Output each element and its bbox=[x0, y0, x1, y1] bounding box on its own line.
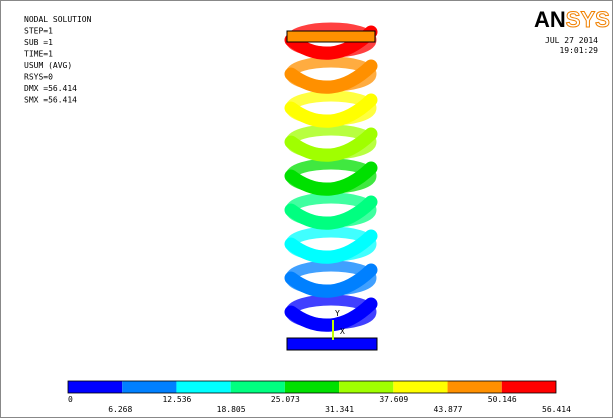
legend-swatch bbox=[502, 381, 556, 393]
header-line: SUB =1 bbox=[24, 38, 53, 47]
legend-swatch bbox=[285, 381, 339, 393]
legend-label: 37.609 bbox=[379, 395, 408, 404]
legend-label: 12.536 bbox=[162, 395, 191, 404]
legend-swatch bbox=[122, 381, 176, 393]
triad-x: X bbox=[340, 327, 345, 336]
legend-swatch bbox=[339, 381, 393, 393]
screen: ANSYS JUL 27 2014 19:01:29 Y X NODAL SOL… bbox=[0, 0, 613, 418]
header-line: TIME=1 bbox=[24, 50, 53, 59]
time: 19:01:29 bbox=[559, 46, 598, 55]
logo-sys: SYS bbox=[566, 7, 610, 32]
top-plate bbox=[287, 31, 375, 42]
header-line: RSYS=0 bbox=[24, 73, 53, 82]
date: JUL 27 2014 bbox=[545, 36, 598, 45]
header-line: DMX =56.414 bbox=[24, 84, 77, 93]
legend-label: 18.805 bbox=[217, 405, 246, 414]
legend-label: 25.073 bbox=[271, 395, 300, 404]
logo: ANSYS bbox=[534, 7, 610, 32]
legend-label: 6.268 bbox=[108, 405, 132, 414]
legend-label: 50.146 bbox=[488, 395, 517, 404]
header-line: SMX =56.414 bbox=[24, 96, 77, 105]
logo-an: AN bbox=[534, 7, 566, 32]
legend-label: 56.414 bbox=[542, 405, 571, 414]
legend-label: 43.877 bbox=[434, 405, 463, 414]
header-line: NODAL SOLUTION bbox=[24, 15, 92, 24]
triad-y: Y bbox=[335, 309, 340, 318]
legend-label: 0 bbox=[68, 395, 73, 404]
legend-swatch bbox=[176, 381, 230, 393]
legend-swatch bbox=[68, 381, 122, 393]
legend-swatch bbox=[231, 381, 285, 393]
legend-label: 31.341 bbox=[325, 405, 354, 414]
legend-swatch bbox=[448, 381, 502, 393]
legend-swatch bbox=[393, 381, 447, 393]
header-line: STEP=1 bbox=[24, 27, 53, 36]
header-line: USUM (AVG) bbox=[24, 61, 72, 70]
